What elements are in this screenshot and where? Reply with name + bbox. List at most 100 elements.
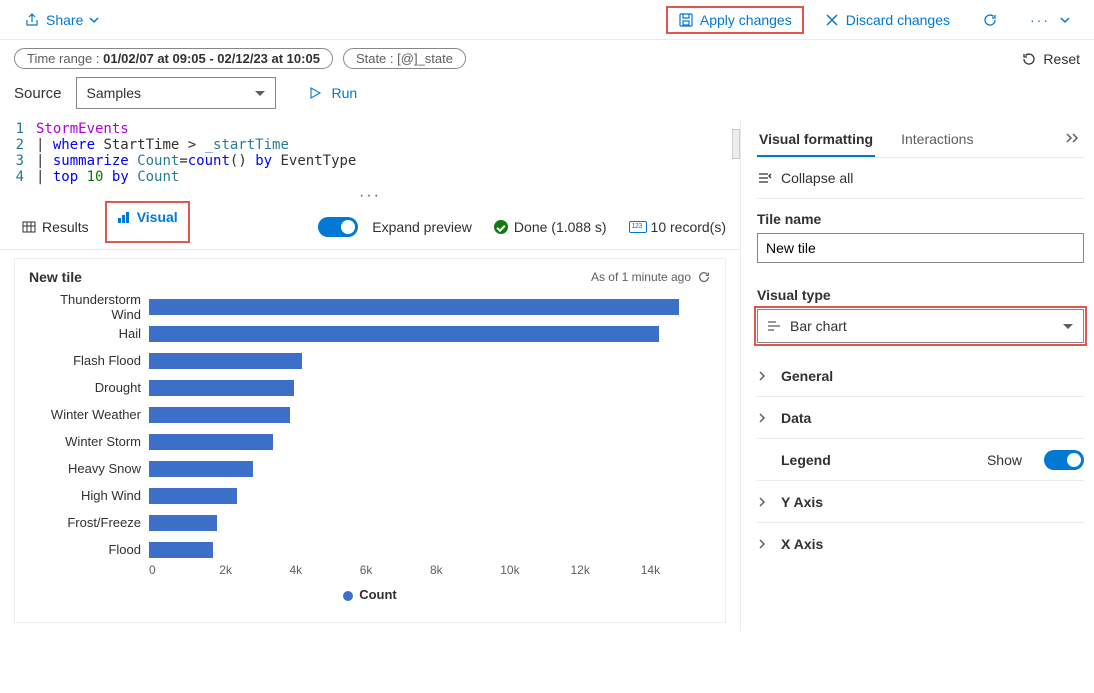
apply-changes-button[interactable]: Apply changes (666, 6, 804, 34)
visual-type-label: Visual type (757, 287, 1084, 309)
reset-button[interactable]: Reset (1021, 51, 1080, 67)
chart-bar-row: Winter Storm (29, 432, 711, 451)
bar-label: Drought (29, 380, 149, 395)
chart-bar-row: Winter Weather (29, 405, 711, 424)
tab-visual[interactable]: Visual (105, 201, 190, 243)
bar[interactable] (149, 326, 659, 342)
discard-changes-label: Discard changes (846, 12, 950, 28)
refresh-icon[interactable] (697, 270, 711, 284)
more-icon: ··· (1030, 12, 1050, 28)
share-icon (24, 12, 40, 28)
visual-type-select[interactable]: Bar chart (757, 309, 1084, 343)
apply-changes-label: Apply changes (700, 12, 792, 28)
check-icon (494, 220, 508, 234)
axis-tick: 12k (571, 563, 641, 577)
chart-legend: Count (29, 577, 711, 612)
axis-tick: 10k (500, 563, 570, 577)
bar-label: High Wind (29, 488, 149, 503)
legend-show-toggle[interactable] (1044, 450, 1084, 470)
source-select[interactable]: Samples (76, 77, 276, 109)
bar[interactable] (149, 515, 217, 531)
bar[interactable] (149, 353, 302, 369)
record-count: 10 record(s) (629, 219, 726, 235)
bar[interactable] (149, 299, 679, 315)
bar-label: Flash Flood (29, 353, 149, 368)
axis-tick: 14k (641, 563, 711, 577)
play-icon (308, 86, 322, 100)
bar[interactable] (149, 380, 294, 396)
bar[interactable] (149, 542, 213, 558)
accordion-legend[interactable]: Legend Show (757, 439, 1084, 481)
axis-tick: 2k (219, 563, 289, 577)
chart-title: New tile (29, 269, 82, 285)
reset-icon (1021, 51, 1037, 67)
bar[interactable] (149, 461, 253, 477)
time-range-pill[interactable]: Time range : 01/02/07 at 09:05 - 02/12/2… (14, 48, 333, 69)
status-done: Done (1.088 s) (494, 219, 607, 235)
bar-label: Hail (29, 326, 149, 341)
legend-show-label: Show (987, 452, 1022, 468)
chevron-right-icon (757, 539, 767, 549)
chart-bar-row: Frost/Freeze (29, 513, 711, 532)
chart-icon (117, 210, 131, 224)
accordion-xaxis[interactable]: X Axis (757, 523, 1084, 565)
axis-tick: 8k (430, 563, 500, 577)
source-label: Source (14, 85, 62, 102)
bar-label: Winter Storm (29, 434, 149, 449)
collapse-all-button[interactable]: Collapse all (757, 158, 1084, 199)
share-label: Share (46, 12, 83, 28)
state-pill[interactable]: State : [@]_state (343, 48, 466, 69)
chart-card: New tile As of 1 minute ago Thunderstorm… (14, 258, 726, 623)
accordion-general[interactable]: General (757, 355, 1084, 397)
bar[interactable] (149, 434, 273, 450)
barchart-icon (766, 318, 782, 334)
panel-collapse-button[interactable] (1060, 123, 1084, 157)
bar-label: Winter Weather (29, 407, 149, 422)
bar-label: Frost/Freeze (29, 515, 149, 530)
chart-bar-row: High Wind (29, 486, 711, 505)
chevron-right-icon (757, 413, 767, 423)
chart-bar-row: Drought (29, 378, 711, 397)
chart-bar-row: Thunderstorm Wind (29, 297, 711, 316)
expand-preview-label: Expand preview (372, 219, 472, 235)
records-icon (629, 221, 647, 233)
chevron-down-icon (1060, 15, 1070, 25)
tile-name-label: Tile name (757, 211, 1084, 233)
chevron-right-icon (757, 497, 767, 507)
bar-label: Heavy Snow (29, 461, 149, 476)
chevrons-right-icon (1064, 131, 1080, 145)
axis-tick: 0 (149, 563, 219, 577)
bar[interactable] (149, 407, 290, 423)
bar[interactable] (149, 488, 237, 504)
chevron-down-icon (89, 15, 99, 25)
tab-interactions[interactable]: Interactions (899, 123, 975, 157)
share-button[interactable]: Share (12, 6, 111, 34)
legend-swatch (343, 591, 353, 601)
refresh-icon (982, 12, 998, 28)
accordion-yaxis[interactable]: Y Axis (757, 481, 1084, 523)
editor-resize-handle[interactable] (732, 129, 740, 159)
query-editor[interactable]: 1StormEvents 2| where StartTime > _start… (0, 119, 740, 187)
chart-bar-row: Hail (29, 324, 711, 343)
bar-label: Flood (29, 542, 149, 557)
chart-bar-row: Flash Flood (29, 351, 711, 370)
tab-results[interactable]: Results (14, 213, 97, 241)
run-button[interactable]: Run (308, 85, 358, 101)
discard-changes-button[interactable]: Discard changes (812, 6, 962, 34)
close-icon (824, 12, 840, 28)
refresh-button[interactable] (970, 6, 1010, 34)
accordion-data[interactable]: Data (757, 397, 1084, 439)
chart-bar-row: Flood (29, 540, 711, 559)
chevron-right-icon (757, 371, 767, 381)
chart-bar-row: Heavy Snow (29, 459, 711, 478)
tile-name-input[interactable] (757, 233, 1084, 263)
expand-preview-toggle[interactable] (318, 217, 358, 237)
more-button[interactable]: ··· (1018, 6, 1082, 34)
table-icon (22, 220, 36, 234)
axis-tick: 4k (290, 563, 360, 577)
tab-visual-formatting[interactable]: Visual formatting (757, 123, 875, 157)
collapse-icon (757, 171, 773, 185)
save-icon (678, 12, 694, 28)
axis-tick: 6k (360, 563, 430, 577)
chart-asof: As of 1 minute ago (591, 270, 711, 284)
